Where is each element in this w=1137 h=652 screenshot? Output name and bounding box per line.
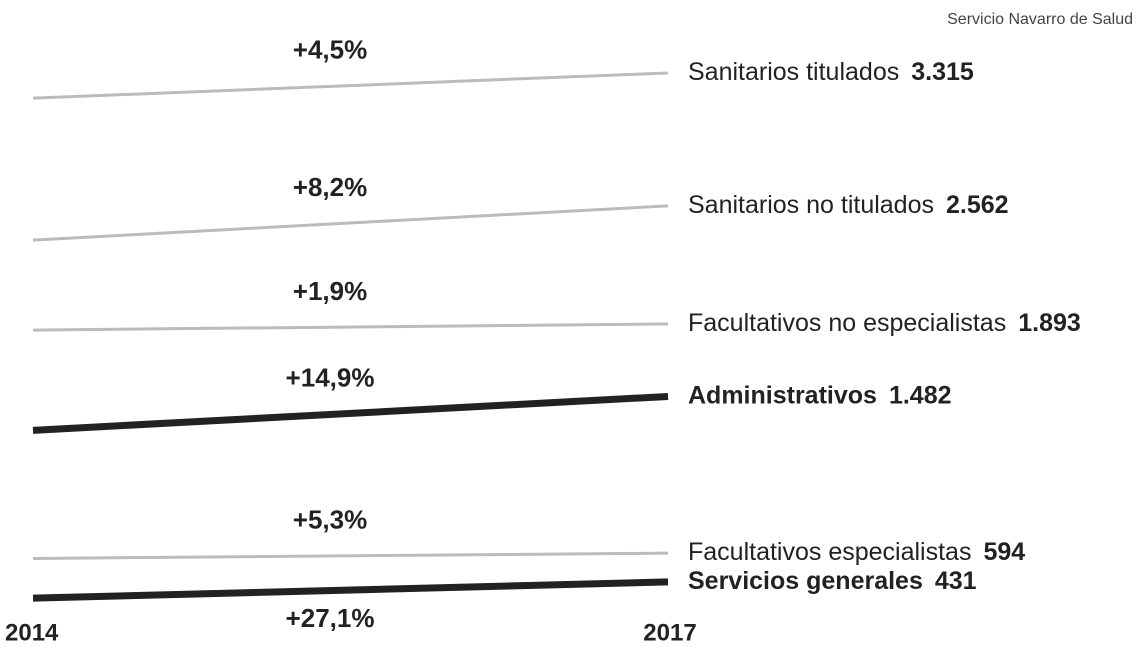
source: Servicio Navarro de Salud — [947, 11, 1133, 28]
change-label: +1,9% — [293, 276, 367, 306]
series-name: Administrativos — [688, 381, 877, 409]
series-name: Facultativos no especialistas — [688, 309, 1006, 337]
value-label: 2.562 — [946, 190, 1009, 218]
value-label: 3.315 — [911, 58, 974, 86]
slope-line — [32, 322, 669, 332]
slope-line — [32, 392, 669, 434]
series-label: Servicios generales 431 — [688, 567, 977, 595]
series-name: Sanitarios no titulados — [688, 190, 934, 218]
change-label: +5,3% — [293, 505, 367, 535]
value-label: 431 — [935, 567, 977, 595]
series-name: Facultativos especialistas — [688, 538, 971, 566]
value-label: 1.482 — [889, 381, 952, 409]
year-label: 2017 — [643, 619, 696, 646]
year-label: 2014 — [5, 619, 59, 646]
slope-line — [32, 204, 669, 242]
change-label: +14,9% — [286, 362, 375, 392]
series-label: Sanitarios no titulados 2.562 — [688, 190, 1009, 218]
slope-line — [32, 578, 669, 602]
change-label: +8,2% — [293, 172, 367, 202]
series-label: Administrativos 1.482 — [688, 381, 952, 409]
change-label: +27,1% — [286, 603, 375, 633]
value-label: 1.893 — [1018, 309, 1081, 337]
value-label: 594 — [983, 538, 1025, 566]
series-label: Facultativos no especialistas 1.893 — [688, 309, 1081, 337]
series-name: Sanitarios titulados — [688, 58, 899, 86]
series-name: Servicios generales — [688, 567, 923, 595]
slope-line — [32, 551, 669, 560]
series-label: Facultativos especialistas 594 — [688, 538, 1025, 566]
change-label: +4,5% — [293, 34, 367, 64]
slope-line — [32, 71, 669, 100]
series-label: Sanitarios titulados 3.315 — [688, 58, 974, 86]
